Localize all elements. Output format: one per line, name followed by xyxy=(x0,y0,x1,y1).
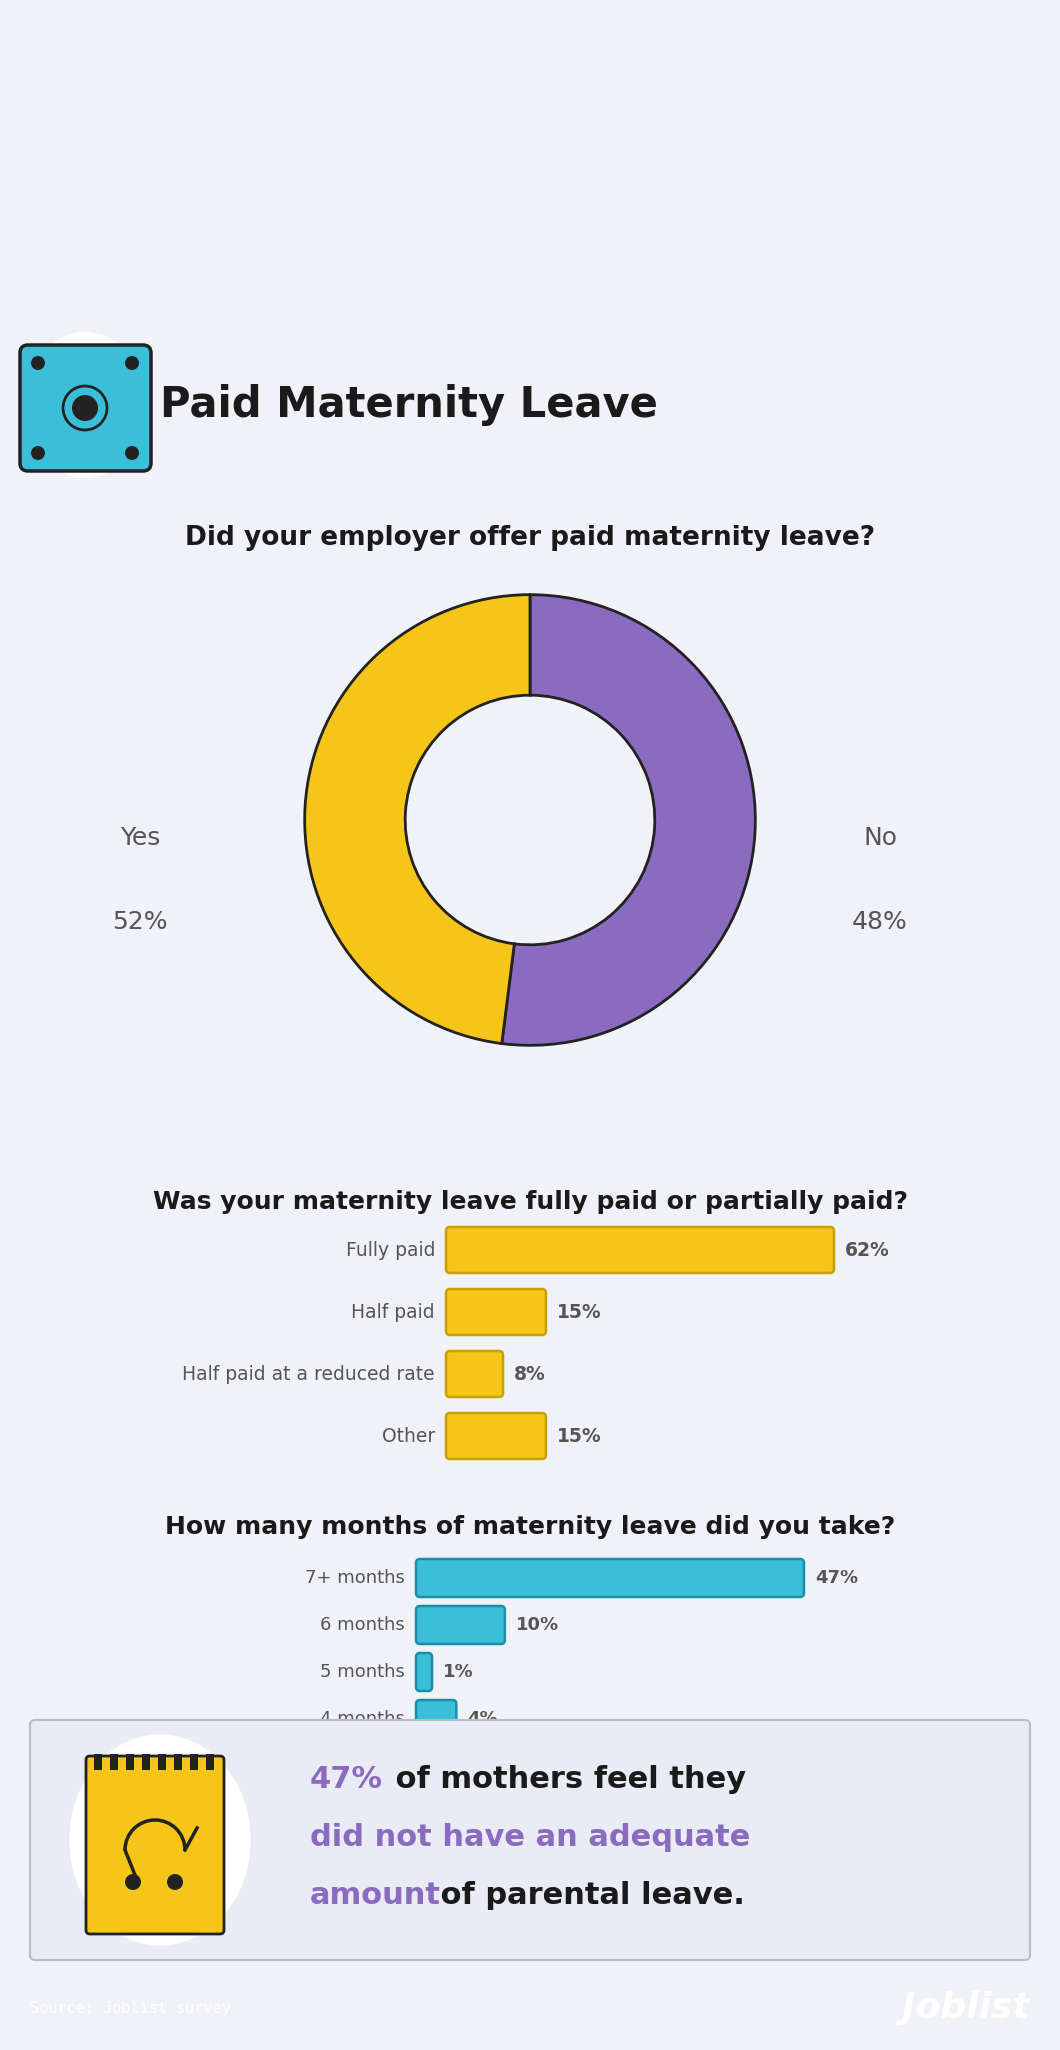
FancyBboxPatch shape xyxy=(416,1652,432,1691)
Circle shape xyxy=(72,396,98,420)
FancyBboxPatch shape xyxy=(416,1794,529,1833)
Bar xyxy=(158,1755,166,1769)
Text: Fully paid: Fully paid xyxy=(346,1240,435,1259)
Text: 47%: 47% xyxy=(310,1765,383,1794)
Text: 62%: 62% xyxy=(845,1240,889,1259)
Text: 9%: 9% xyxy=(508,1851,538,1870)
Text: 6 months: 6 months xyxy=(320,1615,405,1634)
Text: How many months of maternity leave did you take?: How many months of maternity leave did y… xyxy=(165,1515,895,1540)
Text: Other: Other xyxy=(382,1427,435,1445)
Text: 1%: 1% xyxy=(443,1663,474,1681)
Text: 48%: 48% xyxy=(852,910,907,935)
Circle shape xyxy=(125,1874,141,1890)
Ellipse shape xyxy=(25,332,145,478)
FancyBboxPatch shape xyxy=(416,1841,497,1880)
Text: Source: Joblist survey: Source: Joblist survey xyxy=(30,2001,231,2015)
Text: of parental leave.: of parental leave. xyxy=(430,1882,745,1911)
Text: Paid Maternity Leave: Paid Maternity Leave xyxy=(160,383,658,426)
Circle shape xyxy=(167,1874,183,1890)
Text: No: No xyxy=(863,826,897,851)
Text: amount: amount xyxy=(310,1882,441,1911)
Text: 15%: 15% xyxy=(556,1427,602,1445)
Text: Yes: Yes xyxy=(120,826,160,851)
Text: 2 months: 2 months xyxy=(320,1804,405,1822)
FancyBboxPatch shape xyxy=(446,1412,546,1460)
Text: Half paid at a reduced rate: Half paid at a reduced rate xyxy=(182,1365,435,1384)
Bar xyxy=(190,1755,198,1769)
Circle shape xyxy=(31,357,45,369)
Text: 10%: 10% xyxy=(516,1615,559,1634)
Bar xyxy=(142,1755,151,1769)
Text: 13%: 13% xyxy=(541,1804,583,1822)
Text: 16%: 16% xyxy=(564,1757,607,1775)
Text: 7+ months: 7+ months xyxy=(305,1568,405,1587)
Bar xyxy=(110,1755,118,1769)
Text: Joblist: Joblist xyxy=(902,1991,1030,2025)
Ellipse shape xyxy=(70,1734,250,1945)
Text: Half paid: Half paid xyxy=(351,1302,435,1322)
Bar xyxy=(174,1755,182,1769)
Text: 1 month: 1 month xyxy=(330,1851,405,1870)
FancyBboxPatch shape xyxy=(416,1747,553,1786)
Text: did not have an adequate: did not have an adequate xyxy=(310,1824,750,1853)
Text: 4%: 4% xyxy=(467,1710,498,1728)
Bar xyxy=(206,1755,214,1769)
FancyBboxPatch shape xyxy=(416,1699,457,1738)
Text: 3 months: 3 months xyxy=(320,1757,405,1775)
FancyBboxPatch shape xyxy=(416,1605,505,1644)
FancyBboxPatch shape xyxy=(446,1289,546,1335)
Text: 8%: 8% xyxy=(514,1365,546,1384)
Text: 5 months: 5 months xyxy=(320,1663,405,1681)
FancyBboxPatch shape xyxy=(30,1720,1030,1960)
Text: 52%: 52% xyxy=(112,910,167,935)
Circle shape xyxy=(125,447,139,459)
Wedge shape xyxy=(501,594,756,1046)
Circle shape xyxy=(125,357,139,369)
FancyBboxPatch shape xyxy=(86,1757,224,1933)
Bar xyxy=(126,1755,134,1769)
Circle shape xyxy=(63,385,107,430)
Text: 15%: 15% xyxy=(556,1302,602,1322)
Text: Did your employer offer paid maternity leave?: Did your employer offer paid maternity l… xyxy=(184,525,876,551)
Text: 4 months: 4 months xyxy=(320,1710,405,1728)
Text: Was your maternity leave fully paid or partially paid?: Was your maternity leave fully paid or p… xyxy=(153,1189,907,1214)
FancyBboxPatch shape xyxy=(446,1351,504,1396)
Circle shape xyxy=(31,447,45,459)
FancyBboxPatch shape xyxy=(446,1228,834,1273)
FancyBboxPatch shape xyxy=(416,1558,803,1597)
Bar xyxy=(94,1755,102,1769)
FancyBboxPatch shape xyxy=(20,344,151,472)
Wedge shape xyxy=(304,594,530,1043)
Text: of mothers feel they: of mothers feel they xyxy=(385,1765,746,1794)
Text: 47%: 47% xyxy=(815,1568,859,1587)
